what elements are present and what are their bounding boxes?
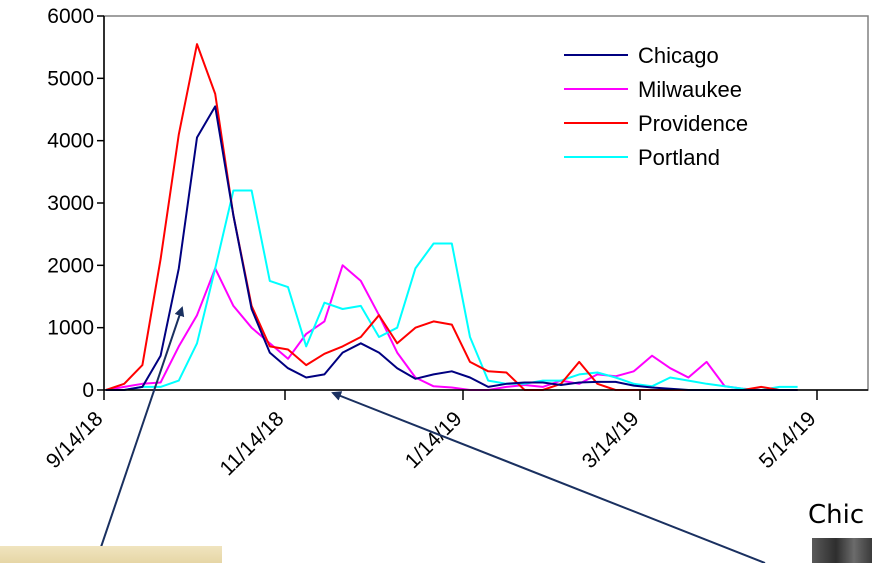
dark-photo-thumbnail — [812, 538, 872, 563]
x-tick-label: 9/14/18 — [42, 407, 108, 473]
annotation-arrow-trough — [331, 391, 766, 563]
legend-label-chicago: Chicago — [638, 43, 719, 68]
x-tick-label: 5/14/19 — [755, 407, 821, 473]
annotation-arrows — [99, 306, 766, 563]
x-tick-label: 11/14/18 — [216, 407, 289, 480]
x-tick-label: 1/14/19 — [401, 407, 467, 473]
axes: 0 1000 2000 3000 4000 5000 6000 9/14/18 11/14/18… — [42, 5, 868, 480]
y-tick-label: 5000 — [47, 67, 94, 90]
caption-text: Chic — [808, 500, 865, 530]
legend-label-providence: Providence — [638, 111, 748, 136]
y-tick-label: 2000 — [47, 254, 94, 277]
y-tick-label: 1000 — [47, 317, 94, 340]
y-tick-label: 0 — [82, 379, 94, 402]
plot-area — [103, 15, 869, 391]
series-line-portland — [106, 189, 798, 391]
legend-label-portland: Portland — [638, 145, 720, 170]
x-tick-label: 3/14/19 — [578, 407, 644, 473]
series-line-milwaukee — [105, 264, 798, 391]
plot-frame — [103, 15, 869, 391]
annotation-arrow-peak — [99, 306, 185, 551]
legend-label-milwaukee: Milwaukee — [638, 77, 742, 102]
y-tick-label: 3000 — [47, 192, 94, 215]
y-tick-label: 6000 — [47, 5, 94, 28]
y-tick-label: 4000 — [47, 130, 94, 153]
photo-strip-thumbnail — [0, 546, 222, 563]
legend: Chicago Milwaukee Providence Portland — [564, 43, 748, 170]
